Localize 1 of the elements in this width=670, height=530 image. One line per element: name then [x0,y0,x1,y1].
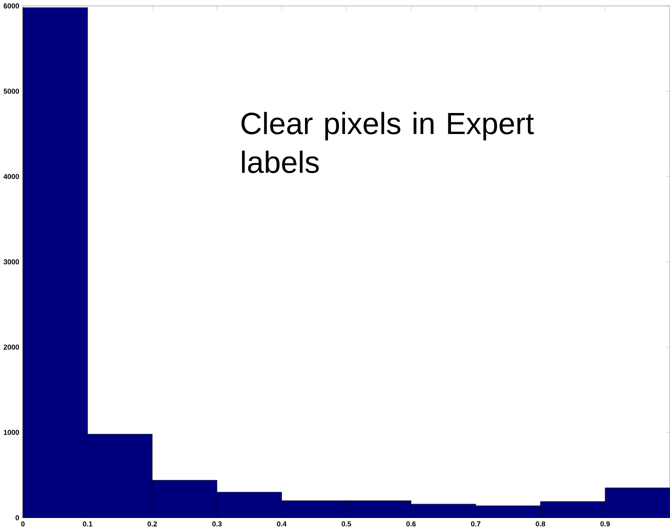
annotation: Clear pixels in Expert labels [242,112,534,174]
